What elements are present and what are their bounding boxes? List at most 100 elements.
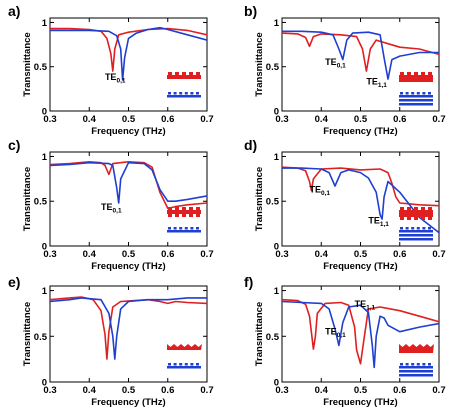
blue-structure-layer <box>399 238 433 241</box>
mode-annotation-main: TE <box>101 202 113 212</box>
mode-annotation-subscript: 1,1 <box>378 82 387 89</box>
blue-structure-dot <box>190 227 194 230</box>
blue-structure-dot <box>428 227 431 230</box>
x-tick-label: 0.4 <box>83 249 97 260</box>
x-tick-label: 0.6 <box>161 385 174 396</box>
x-tick-label: 0.5 <box>354 249 368 260</box>
mode-annotation: TE0,1 <box>101 202 122 215</box>
red-structure-tooth <box>428 72 432 75</box>
blue-structure-dot <box>190 92 194 95</box>
red-structure-tooth <box>189 72 193 75</box>
blue-structure-dot <box>422 227 426 230</box>
red-structure-tooth <box>414 72 418 75</box>
blue-structure-layer <box>399 370 433 373</box>
mode-annotation-subscript: 0,1 <box>337 62 346 69</box>
x-axis-label: Frequency (THz) <box>91 397 165 408</box>
red-structure-tooth <box>428 207 432 210</box>
x-tick-label: 0.3 <box>43 249 56 260</box>
blue-structure-layer <box>167 95 201 98</box>
y-tick-label: 0 <box>42 242 47 253</box>
red-structure-tooth <box>400 207 404 210</box>
blue-structure-dot <box>416 92 420 95</box>
y-axis-label: Transmittance <box>22 167 33 231</box>
mode-annotation-main: TE <box>355 299 367 309</box>
x-tick-label: 0.7 <box>200 385 213 396</box>
blue-structure-dot <box>428 92 431 95</box>
y-tick-label: 0.5 <box>266 62 280 73</box>
blue-structure-dot <box>416 363 420 366</box>
mode-annotation-subscript: 0,1 <box>116 78 125 85</box>
red-structure-tooth <box>182 214 186 217</box>
mode-annotation: TE0,1 <box>309 184 330 197</box>
blue-structure-layer <box>399 103 433 106</box>
blue-structure-layer <box>399 234 433 237</box>
series-line-red <box>50 161 207 210</box>
red-structure-tooth <box>407 72 411 75</box>
panel-a: a) 0.3 0.4 0.5 0.6 0.7 0 0.5 1 Frequency (THz) Tra… <box>8 3 214 137</box>
blue-structure-dot <box>405 363 409 366</box>
red-structure-tooth <box>400 72 404 75</box>
blue-structure-dot <box>411 363 415 366</box>
panel-label: e) <box>8 274 20 290</box>
blue-structure-dot <box>168 92 171 95</box>
structure-inset <box>167 72 201 98</box>
y-tick-label: 0 <box>274 378 279 389</box>
mode-annotation-subscript: 0,1 <box>337 332 346 339</box>
blue-structure-dot <box>184 92 188 95</box>
y-tick-label: 0.5 <box>34 62 48 73</box>
x-tick-label: 0.5 <box>122 249 136 260</box>
x-tick-label: 0.6 <box>393 114 406 125</box>
y-axis-label: Transmittance <box>22 32 33 96</box>
y-tick-label: 0 <box>42 107 47 118</box>
red-structure-shape <box>399 344 434 353</box>
series-line-blue <box>282 30 439 80</box>
red-structure-tooth <box>196 214 200 217</box>
blue-structure-dot <box>168 363 171 366</box>
red-structure-tooth <box>414 207 418 210</box>
blue-structure-dot <box>179 227 183 230</box>
blue-structure-dot <box>411 227 415 230</box>
y-axis-label: Transmittance <box>254 32 265 96</box>
x-tick-label: 0.7 <box>432 249 445 260</box>
mode-annotation: TE0,1 <box>325 326 346 339</box>
x-tick-label: 0.7 <box>200 114 213 125</box>
blue-structure-layer <box>399 95 433 98</box>
series-line-blue <box>50 297 207 360</box>
x-tick-label: 0.7 <box>200 249 213 260</box>
y-axis-label: Transmittance <box>254 302 265 366</box>
x-tick-label: 0.7 <box>432 114 445 125</box>
structure-inset <box>167 207 201 233</box>
blue-structure-dot <box>405 92 409 95</box>
x-axis-label: Frequency (THz) <box>323 261 397 272</box>
mode-annotation: TE0,1 <box>105 72 126 85</box>
structure-inset <box>399 344 434 377</box>
red-structure-tooth <box>189 207 193 210</box>
red-structure-tooth <box>175 207 179 210</box>
red-structure-tooth <box>414 217 418 220</box>
red-structure-tooth <box>168 72 172 75</box>
y-tick-label: 1 <box>274 18 280 29</box>
series-line-blue <box>282 167 439 234</box>
blue-structure-dot <box>196 227 199 230</box>
mode-annotation-main: TE <box>309 184 321 194</box>
blue-structure-dot <box>400 92 403 95</box>
red-structure-shape <box>399 75 433 82</box>
y-tick-label: 0 <box>42 378 47 389</box>
panel-f: f) 0.3 0.4 0.5 0.6 0.7 0 0.5 1 Frequency (THz) Tra… <box>244 274 446 408</box>
y-tick-label: 0.5 <box>34 332 48 343</box>
mode-annotation-main: TE <box>325 326 337 336</box>
red-structure-shape <box>399 210 433 217</box>
x-tick-label: 0.6 <box>393 385 406 396</box>
blue-structure-dot <box>196 92 199 95</box>
panel-label: c) <box>8 137 20 153</box>
mode-annotation-main: TE <box>368 216 380 226</box>
blue-structure-dot <box>405 227 409 230</box>
y-axis-label: Transmittance <box>254 167 265 231</box>
blue-structure-layer <box>167 366 201 369</box>
x-tick-label: 0.4 <box>315 114 329 125</box>
x-axis-label: Frequency (THz) <box>91 126 165 137</box>
mode-annotation-subscript: 0,1 <box>321 190 330 197</box>
panel-b: b) 0.3 0.4 0.5 0.6 0.7 0 0.5 1 Frequency (THz) Tra… <box>244 3 446 137</box>
y-tick-label: 1 <box>274 152 280 163</box>
